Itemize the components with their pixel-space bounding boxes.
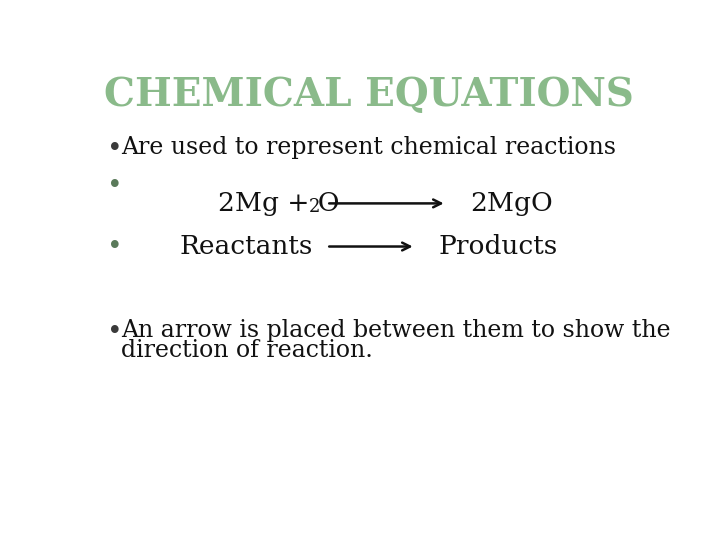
Text: •: • — [107, 234, 122, 259]
Text: 2Mg + O: 2Mg + O — [218, 191, 339, 216]
Text: 2MgO: 2MgO — [469, 191, 552, 216]
Text: direction of reaction.: direction of reaction. — [121, 339, 373, 362]
Text: Products: Products — [438, 234, 558, 259]
Text: •: • — [107, 173, 122, 198]
Text: Are used to represent chemical reactions: Are used to represent chemical reactions — [121, 136, 616, 159]
Text: Reactants: Reactants — [179, 234, 312, 259]
Text: •: • — [107, 319, 122, 344]
Text: CHEMICAL EQUATIONS: CHEMICAL EQUATIONS — [104, 76, 634, 114]
Text: An arrow is placed between them to show the: An arrow is placed between them to show … — [121, 319, 670, 342]
Text: •: • — [107, 136, 122, 160]
Text: 2: 2 — [309, 198, 320, 216]
